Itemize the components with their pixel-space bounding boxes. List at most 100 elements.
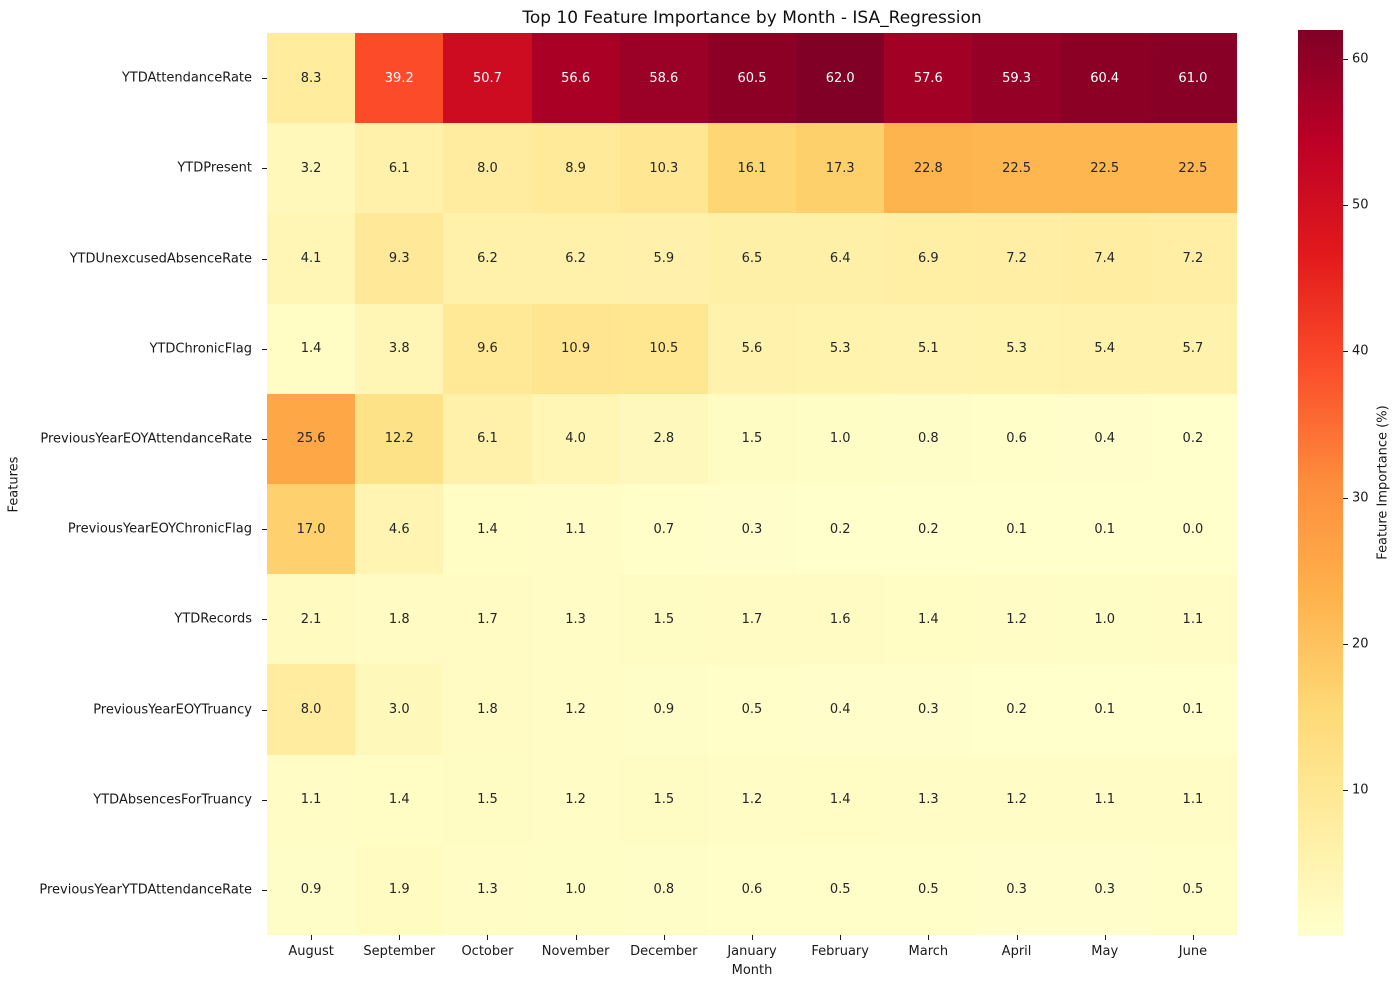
y-tick-label: YTDAttendanceRate <box>121 70 252 86</box>
heatmap-cell: 1.5 <box>619 754 708 845</box>
cell-value: 1.5 <box>653 611 675 627</box>
heatmap-cell: 7.2 <box>1148 213 1237 304</box>
heatmap-cell: 1.1 <box>1148 574 1237 665</box>
heatmap-cell: 4.6 <box>355 483 444 575</box>
cell-value: 1.2 <box>565 792 586 808</box>
cell-value: 7.2 <box>1182 250 1204 266</box>
cell-value: 0.1 <box>1094 521 1116 537</box>
x-tick-mark <box>928 935 930 940</box>
heatmap-cell: 22.8 <box>884 123 973 214</box>
heatmap-cell: 25.6 <box>267 393 356 484</box>
colorbar-tick-label: 60 <box>1352 51 1369 67</box>
y-tick-mark <box>262 709 267 711</box>
y-tick-label: PreviousYearEOYChronicFlag <box>67 521 252 537</box>
cell-value: 1.3 <box>565 611 586 627</box>
y-tick-mark <box>262 168 267 170</box>
cell-value: 1.5 <box>477 792 498 808</box>
cell-value: 7.4 <box>1094 250 1116 266</box>
heatmap-cell: 1.7 <box>443 574 532 665</box>
x-tick-mark <box>1016 935 1018 940</box>
cell-value: 1.8 <box>477 701 498 717</box>
heatmap-cell: 39.2 <box>355 33 444 124</box>
cell-value: 57.6 <box>913 70 943 86</box>
cell-value: 10.3 <box>649 160 679 176</box>
heatmap-cell: 60.4 <box>1060 33 1149 124</box>
heatmap-cell: 2.8 <box>619 393 708 484</box>
heatmap-cell: 10.5 <box>619 303 708 394</box>
heatmap-cell: 61.0 <box>1148 33 1237 124</box>
y-axis-label: Features <box>6 456 22 513</box>
x-tick-label: January <box>727 944 777 959</box>
cell-value: 6.2 <box>565 250 586 266</box>
heatmap-cell: 1.4 <box>355 754 444 845</box>
y-tick-label: YTDUnexcusedAbsenceRate <box>69 251 252 266</box>
colorbar-tick-mark <box>1343 205 1348 207</box>
colorbar-tick-label: 50 <box>1352 197 1369 213</box>
heatmap-cell: 5.7 <box>1148 303 1237 394</box>
cell-value: 50.7 <box>472 70 502 86</box>
heatmap-cell: 1.4 <box>796 754 885 845</box>
heatmap-cell: 0.9 <box>267 844 356 935</box>
cell-value: 0.2 <box>918 521 939 537</box>
heatmap-cell: 0.1 <box>1060 664 1149 755</box>
heatmap-cell: 3.2 <box>267 123 356 214</box>
heatmap-cell: 10.9 <box>531 303 620 394</box>
cell-value: 5.4 <box>1094 341 1116 357</box>
cell-value: 0.4 <box>829 701 851 717</box>
y-tick-label: YTDAbsencesForTruancy <box>93 792 252 808</box>
cell-value: 8.9 <box>565 160 586 176</box>
colorbar-tick-label: 40 <box>1352 343 1369 359</box>
heatmap-cell: 0.5 <box>884 844 973 935</box>
x-tick-label: November <box>541 944 610 959</box>
cell-value: 6.5 <box>741 250 763 266</box>
heatmap-cell: 1.0 <box>531 844 620 935</box>
cell-value: 5.7 <box>1182 341 1204 357</box>
heatmap-cell: 17.3 <box>796 123 885 214</box>
heatmap-cell: 0.2 <box>884 483 973 575</box>
heatmap-cell: 5.9 <box>619 213 708 304</box>
cell-value: 8.0 <box>477 160 498 176</box>
cell-value: 1.1 <box>1182 611 1204 627</box>
cell-value: 12.2 <box>384 431 414 447</box>
heatmap-cell: 0.2 <box>1148 393 1237 484</box>
heatmap-cell: 1.5 <box>707 393 797 484</box>
heatmap-cell: 6.1 <box>355 123 444 214</box>
cell-value: 0.6 <box>1006 431 1027 447</box>
cell-value: 17.3 <box>825 160 855 176</box>
heatmap-cell: 6.5 <box>707 213 797 304</box>
heatmap-cell: 0.3 <box>1060 844 1149 935</box>
cell-value: 5.3 <box>829 341 851 357</box>
heatmap-cell: 8.0 <box>267 664 356 755</box>
cell-value: 1.9 <box>388 882 410 898</box>
cell-value: 0.5 <box>741 701 763 717</box>
x-tick-label: May <box>1091 944 1119 959</box>
cell-value: 0.2 <box>829 521 851 537</box>
cell-value: 0.1 <box>1182 701 1204 717</box>
cell-value: 1.3 <box>918 792 939 808</box>
heatmap-cell: 1.9 <box>355 844 444 935</box>
cell-value: 0.6 <box>741 882 763 898</box>
cell-value: 1.8 <box>388 611 410 627</box>
x-tick-label: August <box>288 944 334 959</box>
y-tick-mark <box>262 619 267 621</box>
cell-value: 0.2 <box>1182 431 1204 447</box>
y-tick-label: PreviousYearYTDAttendanceRate <box>39 882 252 898</box>
cell-value: 5.3 <box>1006 341 1027 357</box>
x-tick-label: February <box>811 944 869 959</box>
cell-value: 0.3 <box>1094 882 1116 898</box>
cell-value: 5.1 <box>918 341 939 357</box>
colorbar-tick-mark <box>1343 351 1348 353</box>
cell-value: 8.0 <box>300 701 322 717</box>
cell-value: 0.3 <box>1006 882 1027 898</box>
heatmap-cell: 5.3 <box>972 303 1061 394</box>
cell-value: 1.2 <box>1006 792 1027 808</box>
heatmap-cell: 1.3 <box>884 754 973 845</box>
cell-value: 0.1 <box>1094 701 1116 717</box>
y-tick-label: YTDRecords <box>174 611 252 627</box>
heatmap-cell: 8.0 <box>443 123 532 214</box>
x-tick-mark <box>840 935 842 940</box>
cell-value: 10.5 <box>649 341 679 357</box>
cell-value: 22.8 <box>913 160 943 176</box>
heatmap-cell: 0.5 <box>1148 844 1237 935</box>
y-tick-mark <box>262 258 267 260</box>
